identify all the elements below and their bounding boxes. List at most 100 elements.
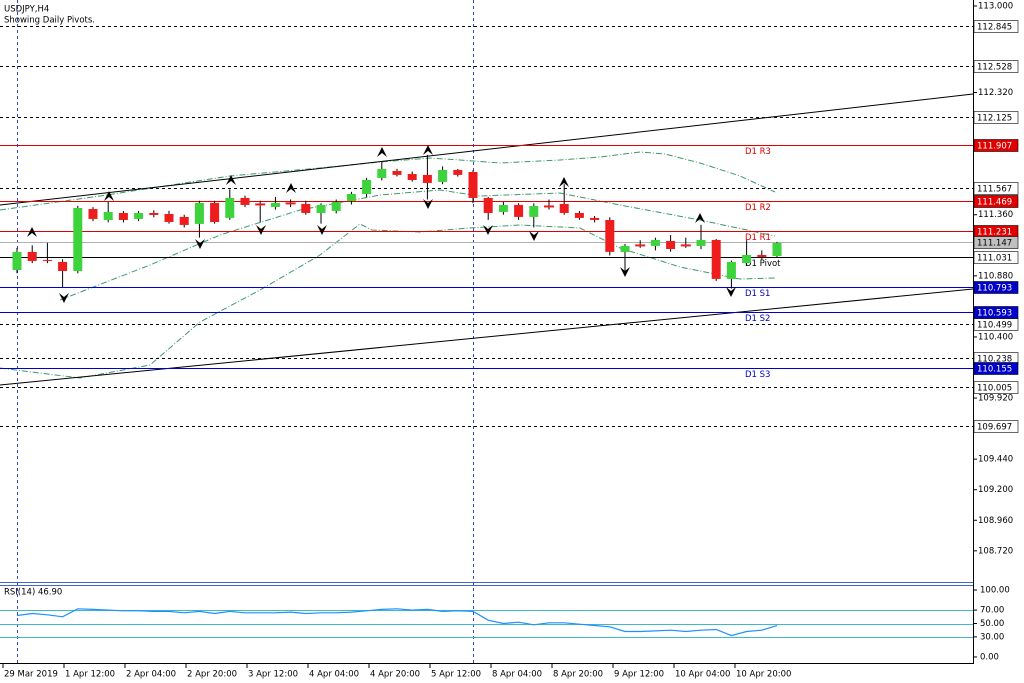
- candle-body: [331, 202, 341, 211]
- pivot-name: D1 R3: [745, 147, 771, 157]
- candle-body: [42, 259, 52, 261]
- y-tick-label: 111.360: [978, 210, 1013, 220]
- candle-body: [194, 202, 204, 224]
- rsi-tick-label: 50.00: [980, 619, 1004, 629]
- candle-body: [483, 197, 493, 213]
- fractal-arrow: [726, 287, 736, 297]
- candle-body: [514, 204, 524, 217]
- candle-body: [544, 205, 554, 208]
- pivot-label: 110.155: [977, 365, 1012, 375]
- candle-body: [301, 203, 311, 213]
- pivot-label: 110.593: [977, 309, 1012, 319]
- rsi-tick-label: 30.00: [980, 632, 1004, 642]
- fractal-arrow: [286, 183, 296, 193]
- candle-body: [134, 212, 144, 219]
- fractal-arrow: [195, 239, 205, 249]
- candle-body: [757, 254, 767, 258]
- pivot-name: D1 S1: [745, 289, 770, 299]
- candle-body: [650, 239, 660, 246]
- candle-body: [118, 212, 128, 220]
- candle-body: [149, 212, 159, 216]
- level-label: 110.499: [977, 321, 1012, 331]
- candle-body: [453, 169, 463, 175]
- x-tick-label: 8 Apr 04:00: [492, 670, 542, 680]
- pivot-label: 111.907: [977, 142, 1012, 152]
- pivot-box: [973, 362, 1019, 375]
- level-label: 112.125: [977, 114, 1012, 124]
- rsi-line: [16, 608, 778, 637]
- candle-body: [362, 179, 372, 194]
- fractal-arrow: [695, 213, 705, 223]
- y-tick-label: 110.880: [978, 271, 1013, 281]
- candle-body: [407, 174, 417, 180]
- candle-body: [590, 217, 600, 220]
- candle-body: [179, 216, 189, 225]
- pivot-box: [973, 195, 1019, 208]
- candle-body: [225, 197, 235, 218]
- candle-body: [438, 169, 448, 182]
- candle-body: [285, 202, 296, 205]
- candle-body: [270, 202, 280, 207]
- candle-body: [58, 261, 68, 272]
- current-price-box: [973, 236, 1019, 249]
- pivot-box: [973, 251, 1019, 264]
- y-tick-label: 110.400: [978, 332, 1013, 342]
- pivot-box: [973, 281, 1019, 294]
- level-box: [973, 60, 1019, 73]
- rsi-tick-label: 0.00: [980, 652, 999, 662]
- candle-body: [240, 197, 250, 205]
- candle-body: [620, 245, 630, 252]
- x-tick-label: 4 Apr 04:00: [309, 670, 359, 680]
- x-tick-label: 9 Apr 12:00: [614, 670, 664, 680]
- level-box: [973, 420, 1019, 433]
- level-label: 110.238: [977, 355, 1012, 365]
- trend-line: [0, 93, 974, 206]
- candle-body: [255, 203, 266, 206]
- y-tick-label: 109.200: [978, 485, 1013, 495]
- rsi-tick-label: 100.00: [980, 586, 1010, 596]
- y-tick-label: 109.440: [978, 455, 1013, 465]
- level-label: 112.845: [977, 23, 1012, 33]
- rsi-tick-label: 70.00: [980, 606, 1004, 616]
- candle-body: [73, 208, 83, 272]
- candle-body: [696, 239, 706, 246]
- candle-body: [742, 254, 752, 263]
- level-label: 109.697: [977, 423, 1012, 433]
- x-tick-label: 3 Apr 12:00: [248, 670, 298, 680]
- fractal-arrow: [529, 231, 539, 241]
- candle-body: [772, 243, 782, 256]
- candle-body: [392, 170, 402, 175]
- level-box: [973, 20, 1019, 33]
- x-tick-label: 4 Apr 20:00: [370, 670, 420, 680]
- candle-body: [103, 211, 113, 220]
- pivot-label: 111.031: [977, 254, 1012, 264]
- rsi-label: RSI(14) 46.90: [4, 588, 62, 598]
- fractal-arrow: [27, 227, 37, 237]
- candle-body: [726, 261, 736, 279]
- x-tick-label: 29 Mar 2019: [4, 670, 58, 680]
- fractal-arrow: [423, 145, 433, 155]
- x-tick-label: 8 Apr 20:00: [553, 670, 603, 680]
- candle-body: [529, 205, 539, 217]
- chart-title: USDJPY,H4: [4, 5, 49, 15]
- pivot-name: D1 S2: [745, 314, 770, 324]
- y-tick-label: 108.720: [978, 546, 1013, 556]
- current-price-label: 111.147: [977, 239, 1012, 249]
- x-tick-label: 2 Apr 20:00: [187, 670, 237, 680]
- candle-body: [164, 213, 174, 223]
- candle-body: [605, 219, 615, 252]
- candle-body: [498, 204, 508, 212]
- x-tick-label: 10 Apr 04:00: [675, 670, 730, 680]
- candle-body: [574, 212, 584, 218]
- pivot-name: D1 R1: [745, 233, 771, 243]
- level-box: [973, 111, 1019, 124]
- pivot-name: D1 R2: [745, 203, 771, 213]
- x-tick-label: 5 Apr 12:00: [431, 670, 481, 680]
- fractal-arrow: [59, 293, 69, 303]
- pivot-name: D1 S3: [745, 370, 770, 380]
- level-box: [973, 182, 1019, 195]
- y-tick-label: 108.960: [978, 516, 1013, 526]
- fractal-arrow: [104, 191, 114, 201]
